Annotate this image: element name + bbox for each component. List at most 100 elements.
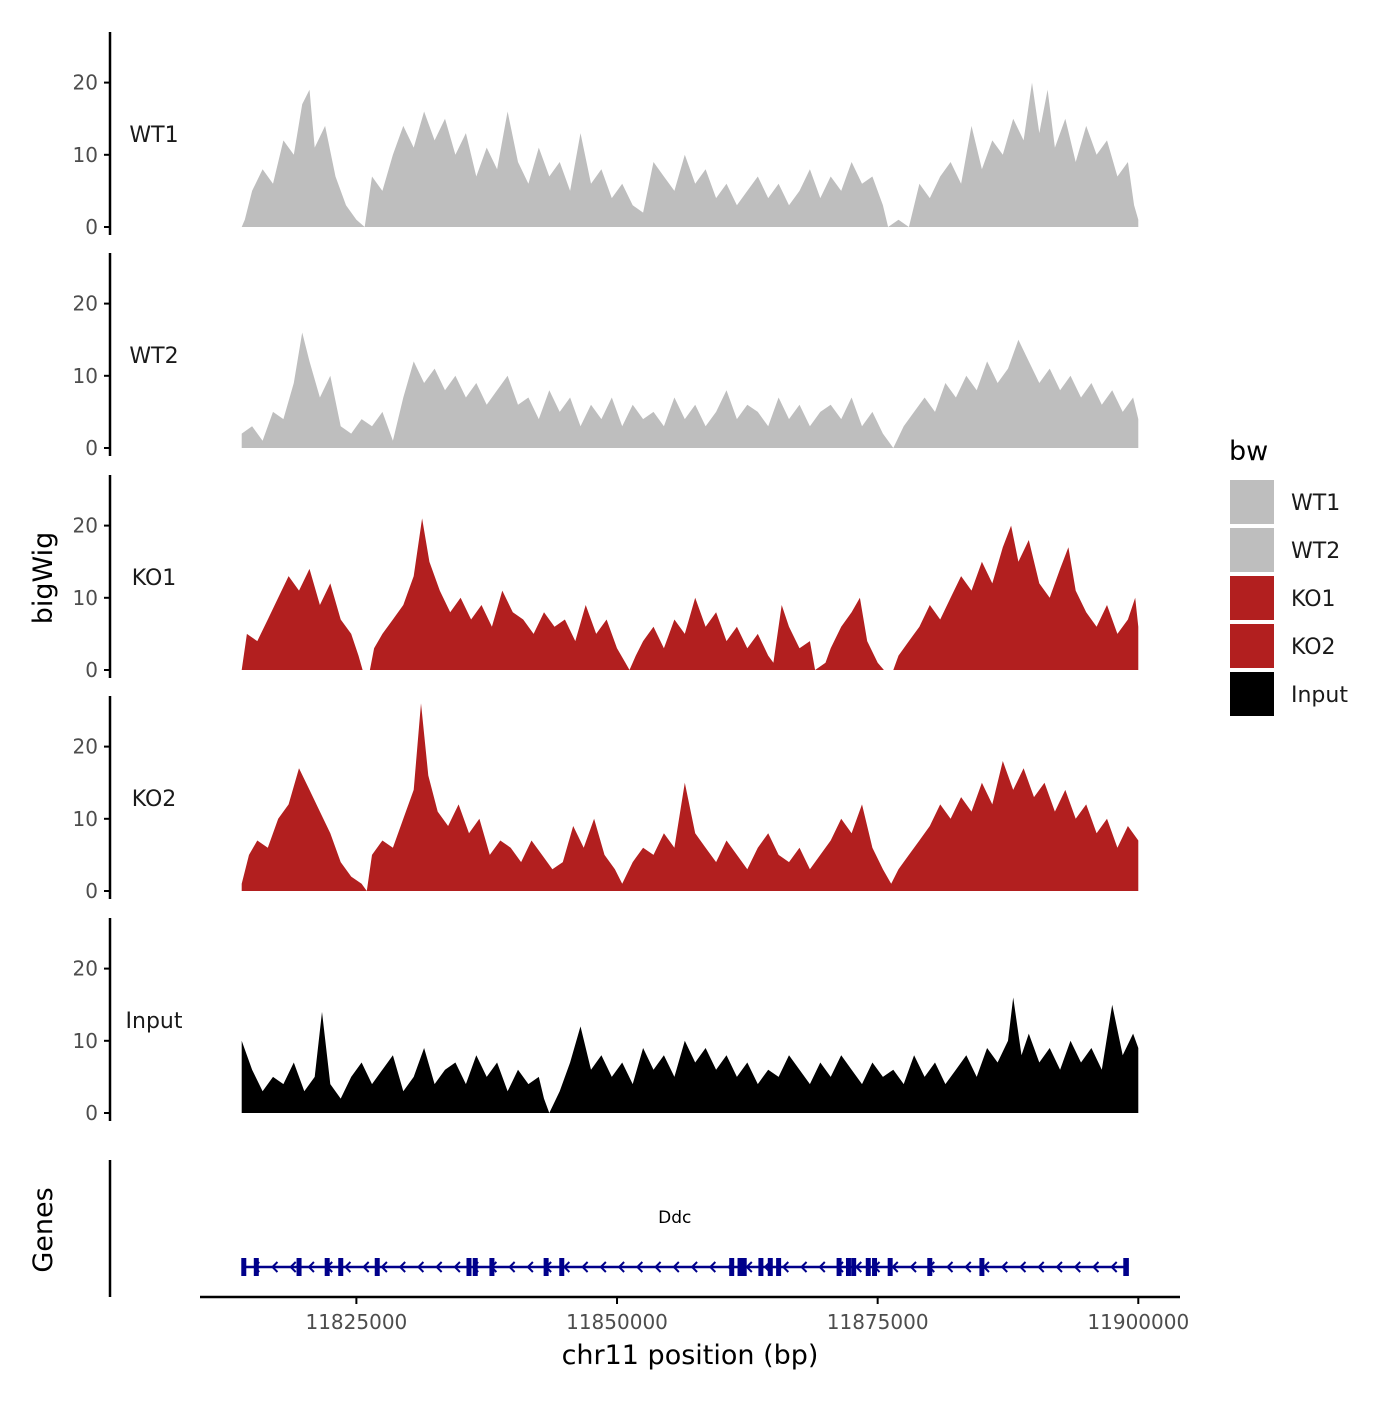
strand-arrow <box>271 1261 279 1273</box>
gene-track: Ddc <box>108 1160 1129 1297</box>
y-tick-label: 10 <box>73 1029 98 1053</box>
strand-arrow <box>289 1261 297 1273</box>
exon <box>776 1258 782 1276</box>
track-wt1: 0 10 20 WT1 <box>73 32 1139 239</box>
strand-arrow <box>1037 1261 1045 1273</box>
exon <box>466 1258 472 1276</box>
x-tick-label: 11900000 <box>1087 1310 1189 1334</box>
exon <box>729 1258 735 1276</box>
strand-arrow <box>1000 1261 1008 1273</box>
legend-label-ko1: KO1 <box>1291 587 1336 612</box>
legend-key-input <box>1230 672 1274 716</box>
exon <box>979 1258 985 1276</box>
strand-arrow <box>891 1261 899 1273</box>
exon <box>374 1258 380 1276</box>
strand-arrow <box>690 1261 698 1273</box>
strand-arrow <box>344 1261 352 1273</box>
legend-key-wt2 <box>1230 528 1274 572</box>
strand-arrow <box>562 1261 571 1273</box>
exon <box>737 1258 743 1276</box>
strand-arrow <box>435 1261 443 1273</box>
track-wt2: 0 10 20 WT2 <box>73 253 1139 460</box>
track-label-ko2: KO2 <box>132 787 177 812</box>
y-tick-label: 0 <box>85 658 98 682</box>
y-tick-label: 0 <box>85 879 98 903</box>
strand-arrow <box>526 1261 534 1273</box>
exon <box>324 1258 330 1276</box>
y-tick-label: 20 <box>73 292 98 316</box>
strand-arrow <box>946 1261 954 1273</box>
track-area-ko1 <box>241 518 1139 670</box>
strand-arrow <box>362 1261 370 1273</box>
exon <box>927 1258 933 1276</box>
y-tick-label: 20 <box>73 514 98 538</box>
exon <box>338 1258 344 1276</box>
x-axis: 11825000 11850000 11875000 11900000 <box>200 1295 1189 1334</box>
strand-arrow <box>599 1261 607 1273</box>
track-ko1: 0 10 20 KO1 <box>73 475 1139 682</box>
exon <box>559 1258 565 1276</box>
exon <box>865 1258 871 1276</box>
exon <box>872 1258 878 1276</box>
y-tick-label: 20 <box>73 735 98 759</box>
exon <box>887 1258 893 1276</box>
strand-arrow <box>964 1261 972 1273</box>
y-tick-label: 10 <box>73 807 98 831</box>
strand-arrow <box>800 1261 808 1273</box>
track-label-ko1: KO1 <box>132 566 177 591</box>
track-area-wt1 <box>241 82 1139 227</box>
strand-arrow <box>781 1261 790 1273</box>
legend-key-wt1 <box>1230 480 1274 524</box>
exon <box>241 1258 247 1276</box>
strand-arrow <box>398 1261 406 1273</box>
y-tick-label: 10 <box>73 586 98 610</box>
exon <box>851 1258 857 1276</box>
strand-arrow <box>417 1261 425 1273</box>
y-tick-label: 0 <box>85 215 98 239</box>
strand-arrow <box>508 1261 516 1273</box>
strand-arrow <box>1073 1261 1081 1273</box>
strand-arrow <box>1092 1261 1100 1273</box>
track-area-input <box>241 997 1139 1113</box>
legend-title: bw <box>1229 436 1268 467</box>
strand-arrow <box>635 1261 644 1273</box>
strand-arrow <box>1019 1261 1027 1273</box>
exon <box>543 1258 549 1276</box>
exon <box>845 1258 851 1276</box>
x-axis-title: chr11 position (bp) <box>562 1340 819 1371</box>
x-tick-label: 11850000 <box>566 1310 668 1334</box>
exon <box>296 1258 302 1276</box>
y-axis-title: bigWig <box>28 532 59 625</box>
strand-arrow <box>745 1261 753 1273</box>
legend-label-input: Input <box>1291 683 1348 708</box>
legend-key-ko2 <box>1230 624 1274 668</box>
gene-track-title: Genes <box>28 1187 59 1272</box>
exon <box>758 1258 764 1276</box>
y-tick-label: 0 <box>85 436 98 460</box>
gene-name: Ddc <box>658 1208 691 1228</box>
strand-arrow <box>453 1261 461 1273</box>
strand-arrow <box>909 1261 917 1273</box>
exon <box>253 1258 259 1276</box>
track-panels: 0 10 20 WT1 0 10 20 WT2 0 10 20 KO1 0 10 20 KO2 0 10 20 Inp… <box>73 32 1139 1125</box>
strand-arrow <box>617 1261 625 1273</box>
strand-arrow <box>1110 1261 1118 1273</box>
strand-arrow <box>708 1261 717 1273</box>
track-area-ko2 <box>241 703 1139 891</box>
track-label-wt2: WT2 <box>129 344 178 369</box>
strand-arrow <box>818 1261 826 1273</box>
legend: bw WT1 WT2 KO1 KO2 Input <box>1229 436 1348 716</box>
strand-arrow <box>307 1261 315 1273</box>
y-tick-label: 20 <box>73 957 98 981</box>
exon <box>489 1258 495 1276</box>
strand-arrow <box>380 1261 388 1273</box>
track-label-input: Input <box>126 1009 183 1034</box>
track-ko2: 0 10 20 KO2 <box>73 696 1139 903</box>
x-tick-label: 11825000 <box>305 1310 407 1334</box>
x-tick-label: 11875000 <box>827 1310 929 1334</box>
strand-arrow <box>1055 1261 1063 1273</box>
strand-arrow <box>672 1261 680 1273</box>
legend-label-wt1: WT1 <box>1291 491 1340 516</box>
